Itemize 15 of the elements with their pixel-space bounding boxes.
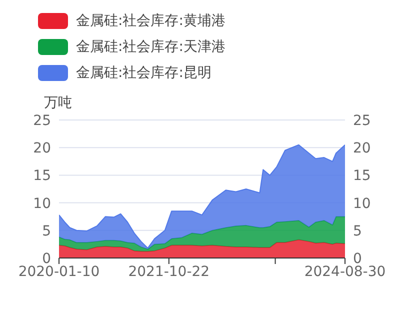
legend-label: 金属硅:社会库存:黄埔港 [76, 12, 226, 30]
y2-tick-label: 20 [353, 140, 371, 157]
legend-label: 金属硅:社会库存:天津港 [76, 38, 226, 56]
y-tick-label: 20 [33, 140, 51, 157]
y2-tick-label: 10 [353, 196, 371, 212]
y2-tick-label: 5 [353, 223, 362, 240]
x-tick-label: 2021-10-22 [128, 264, 210, 280]
legend-label: 金属硅:社会库存:昆明 [76, 64, 212, 82]
y-tick-label: 5 [42, 223, 51, 240]
y2-tick-label: 25 [353, 112, 371, 129]
y-tick-label: 10 [33, 196, 51, 212]
y-tick-label: 15 [33, 168, 51, 184]
y-tick-label: 25 [33, 112, 51, 129]
y2-tick-label: 15 [353, 168, 371, 184]
y-axis-title: 万吨 [44, 94, 72, 112]
